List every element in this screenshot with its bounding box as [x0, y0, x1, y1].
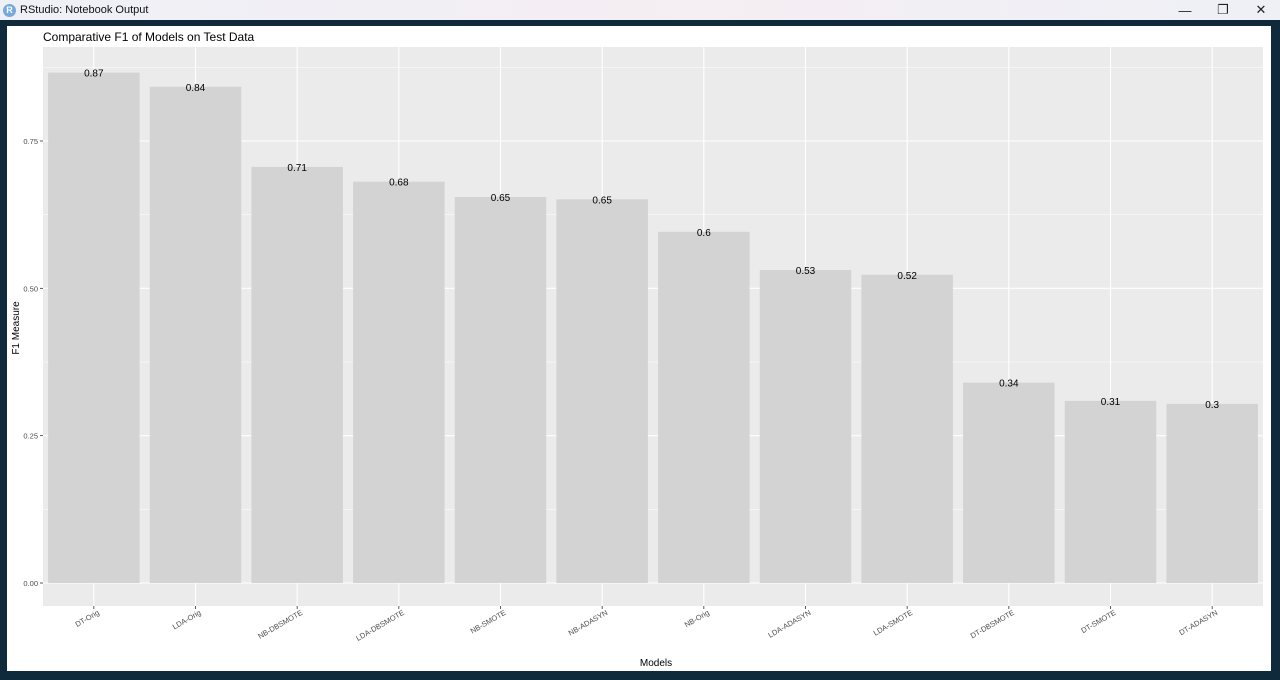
- x-axis: DT-Orig LDA-Orig NB-DBSMOTE LDA-DBSMOTE NB-S…: [74, 606, 1219, 643]
- x-tick-label: LDA-Orig: [171, 608, 203, 631]
- x-axis-title: Models: [640, 658, 672, 669]
- y-tick-label: 0.00: [23, 579, 38, 588]
- bar-value-label: 0.52: [897, 271, 917, 282]
- bar-value-label: 0.87: [84, 69, 104, 80]
- bar-value-label: 0.34: [999, 379, 1019, 390]
- bar: [963, 382, 1055, 583]
- x-tick-label: NB-DBSMOTE: [256, 608, 304, 641]
- bar: [1064, 400, 1157, 583]
- plot-panel: [43, 47, 1263, 606]
- y-tick-label: 0.75: [23, 137, 38, 146]
- bar-value-label: 0.84: [186, 83, 206, 94]
- bar-value-label: 0.3: [1205, 400, 1219, 411]
- x-tick-label: DT-DBSMOTE: [969, 608, 1016, 640]
- x-tick-label: LDA-SMOTE: [872, 608, 914, 638]
- bar-chart: 0.87 0.84 0.71 0.68 0.65 0.65 0.6 0.53 0.52 0.34 0…: [11, 30, 1263, 669]
- y-axis-title: F1 Measure: [11, 301, 22, 355]
- notebook-output-area: 0.87 0.84 0.71 0.68 0.65 0.65 0.6 0.53 0.52 0.34 0…: [7, 26, 1271, 671]
- x-tick-label: NB-SMOTE: [469, 608, 508, 636]
- bar: [861, 274, 953, 583]
- bar-value-label: 0.6: [697, 228, 711, 239]
- window-title: RStudio: Notebook Output: [20, 4, 149, 16]
- rstudio-logo-icon: R: [3, 3, 16, 17]
- x-tick-label: DT-Orig: [74, 608, 101, 629]
- bar-value-label: 0.65: [592, 195, 612, 206]
- bar: [1166, 403, 1258, 583]
- bar-value-label: 0.65: [491, 193, 511, 204]
- close-button[interactable]: ✕: [1255, 2, 1267, 17]
- y-axis: 0.00 0.25 0.50 0.75: [23, 137, 43, 588]
- bar: [658, 231, 750, 584]
- bar: [759, 270, 852, 583]
- x-tick-label: NB-ADASYN: [567, 608, 609, 638]
- x-tick-label: DT-SMOTE: [1079, 608, 1117, 635]
- y-tick-label: 0.50: [23, 284, 38, 293]
- x-tick-label: LDA-DBSMOTE: [354, 608, 405, 643]
- bar: [251, 166, 343, 583]
- minimize-button[interactable]: —: [1178, 2, 1192, 18]
- y-tick-label: 0.25: [23, 432, 38, 441]
- bar-value-label: 0.31: [1101, 397, 1121, 408]
- bar: [48, 72, 140, 583]
- bars: [48, 72, 1258, 584]
- bar-value-label: 0.68: [389, 178, 409, 189]
- bar: [454, 196, 547, 583]
- x-tick-label: DT-ADASYN: [1177, 608, 1219, 637]
- window-titlebar: R RStudio: Notebook Output — ❐ ✕: [0, 0, 1280, 20]
- restore-button[interactable]: ❐: [1217, 2, 1229, 17]
- chart-title: Comparative F1 of Models on Test Data: [43, 30, 255, 44]
- bar: [353, 181, 445, 583]
- bar: [556, 199, 648, 583]
- bar-value-label: 0.53: [796, 266, 816, 277]
- x-tick-label: NB-Orig: [683, 608, 711, 629]
- bar: [149, 86, 242, 583]
- data-labels: 0.87 0.84 0.71 0.68 0.65 0.65 0.6 0.53 0.52 0.34 0…: [84, 69, 1219, 411]
- bar-value-label: 0.71: [287, 163, 307, 174]
- window-controls: — ❐ ✕: [1166, 0, 1280, 20]
- x-tick-label: LDA-ADASYN: [766, 608, 812, 640]
